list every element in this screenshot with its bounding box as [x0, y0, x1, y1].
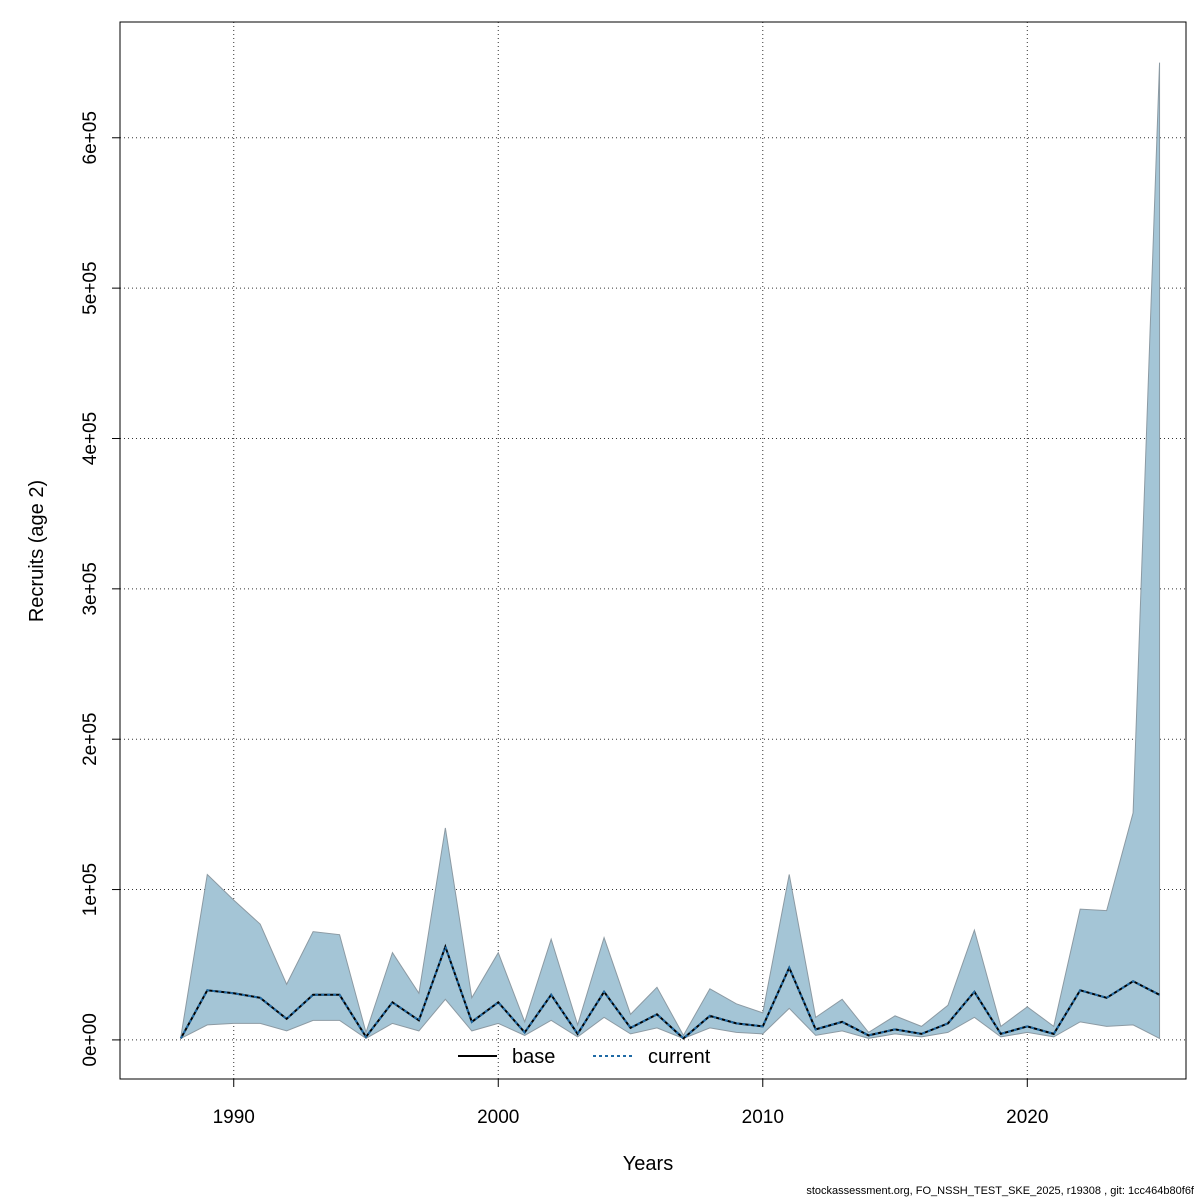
- footer-source-note: stockassessment.org, FO_NSSH_TEST_SKE_20…: [806, 1185, 1194, 1197]
- y-tick-label-5: 5e+05: [80, 261, 101, 314]
- x-tick-label-2: 2010: [742, 1107, 784, 1128]
- y-tick-label-3: 3e+05: [80, 562, 101, 615]
- legend-base-label: base: [512, 1046, 555, 1068]
- series-line-current: [179, 943, 1161, 1040]
- confidence-band: [180, 62, 1161, 1040]
- y-tick-label-1: 1e+05: [80, 863, 101, 916]
- x-tick-label-3: 2020: [1006, 1107, 1048, 1128]
- confidence-band-layer: [180, 62, 1161, 1040]
- legend-current-label: current: [648, 1046, 711, 1068]
- x-tick-label-1: 2000: [477, 1107, 519, 1128]
- y-tick-label-0: 0e+00: [80, 1013, 101, 1066]
- y-tick-label-2: 2e+05: [80, 713, 101, 766]
- x-axis: 1990 2000 2010 2020: [213, 1079, 1048, 1128]
- y-tick-label-4: 4e+05: [80, 412, 101, 465]
- y-axis: 0e+00 1e+05 2e+05 3e+05 4e+05 5e+05 6e+05: [80, 111, 120, 1067]
- y-axis-title: Recruits (age 2): [26, 480, 48, 622]
- y-tick-label-6: 6e+05: [80, 111, 101, 164]
- x-axis-title: Years: [623, 1153, 673, 1175]
- grid-lines: [120, 22, 1186, 1079]
- x-tick-label-0: 1990: [213, 1107, 255, 1128]
- legend: base current: [458, 1046, 711, 1068]
- plot-frame: [119, 21, 1187, 1080]
- series-lines-layer: [179, 943, 1161, 1040]
